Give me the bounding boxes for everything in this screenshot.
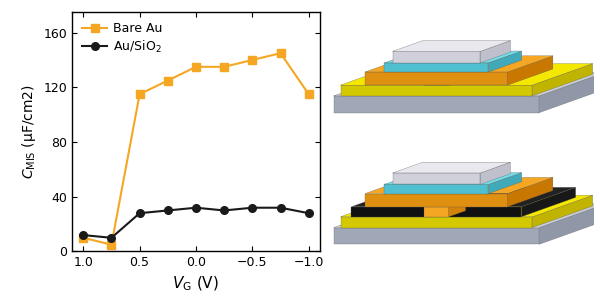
Polygon shape xyxy=(341,85,532,96)
Polygon shape xyxy=(532,195,593,228)
Bare Au xyxy=(221,65,228,69)
Polygon shape xyxy=(385,51,521,63)
Bare Au xyxy=(193,65,200,69)
Polygon shape xyxy=(341,217,532,228)
Legend: Bare Au, Au/SiO$_2$: Bare Au, Au/SiO$_2$ xyxy=(78,18,166,59)
Au/SiO$_2$ xyxy=(108,236,115,240)
Polygon shape xyxy=(341,64,593,85)
Au/SiO$_2$ xyxy=(249,206,256,210)
Polygon shape xyxy=(392,41,511,52)
Polygon shape xyxy=(508,177,553,207)
Polygon shape xyxy=(392,173,480,185)
Bare Au xyxy=(80,236,87,240)
Polygon shape xyxy=(365,72,508,85)
Polygon shape xyxy=(539,72,600,113)
Polygon shape xyxy=(341,195,593,217)
Bare Au xyxy=(136,92,143,96)
Polygon shape xyxy=(488,51,521,72)
X-axis label: $V_{\mathrm{G}}$ (V): $V_{\mathrm{G}}$ (V) xyxy=(172,275,220,293)
Bare Au xyxy=(277,51,284,55)
Polygon shape xyxy=(508,56,553,85)
Polygon shape xyxy=(352,187,575,207)
Polygon shape xyxy=(385,63,488,72)
Polygon shape xyxy=(480,162,511,185)
Polygon shape xyxy=(334,228,539,244)
Line: Au/SiO$_2$: Au/SiO$_2$ xyxy=(79,204,313,241)
Au/SiO$_2$ xyxy=(221,209,228,212)
Polygon shape xyxy=(539,204,600,244)
Polygon shape xyxy=(449,201,466,217)
Polygon shape xyxy=(392,52,480,63)
Polygon shape xyxy=(521,187,575,217)
Line: Bare Au: Bare Au xyxy=(79,49,313,248)
Bare Au xyxy=(249,58,256,62)
Y-axis label: $C_{\mathrm{MIS}}$ (μF/cm2): $C_{\mathrm{MIS}}$ (μF/cm2) xyxy=(20,84,38,179)
Polygon shape xyxy=(424,207,449,217)
Bare Au xyxy=(108,243,115,246)
Polygon shape xyxy=(480,41,511,63)
Polygon shape xyxy=(488,173,521,194)
Au/SiO$_2$ xyxy=(136,211,143,215)
Polygon shape xyxy=(352,207,521,217)
Polygon shape xyxy=(385,185,488,194)
Polygon shape xyxy=(385,173,521,185)
Au/SiO$_2$ xyxy=(277,206,284,210)
Au/SiO$_2$ xyxy=(193,206,200,210)
Au/SiO$_2$ xyxy=(164,209,172,212)
Bare Au xyxy=(305,92,312,96)
Polygon shape xyxy=(365,177,553,194)
Polygon shape xyxy=(424,79,466,85)
Polygon shape xyxy=(392,162,511,173)
Au/SiO$_2$ xyxy=(305,211,312,215)
Polygon shape xyxy=(365,56,553,72)
Polygon shape xyxy=(334,72,600,96)
Polygon shape xyxy=(334,96,539,113)
Au/SiO$_2$ xyxy=(80,233,87,237)
Polygon shape xyxy=(334,204,600,228)
Polygon shape xyxy=(532,64,593,96)
Bare Au xyxy=(164,79,172,82)
Polygon shape xyxy=(365,194,508,207)
Polygon shape xyxy=(424,201,466,207)
Polygon shape xyxy=(449,79,466,85)
